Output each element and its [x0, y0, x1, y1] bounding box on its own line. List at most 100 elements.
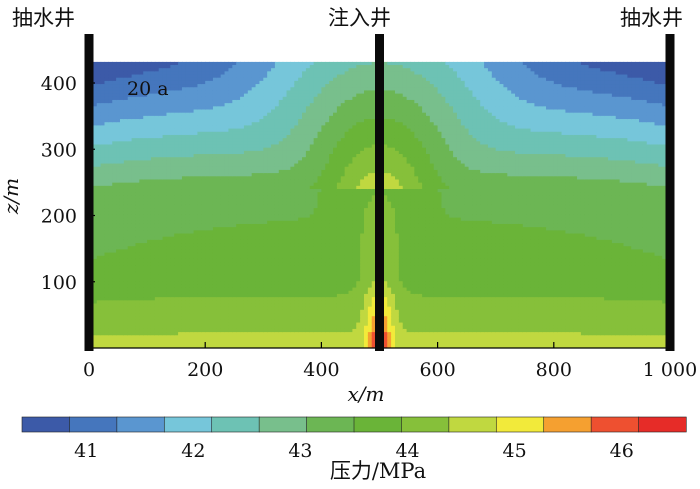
field-cell [154, 204, 160, 209]
field-cell [154, 179, 160, 184]
field-cell [116, 106, 121, 111]
field-cell [135, 208, 140, 212]
field-cell [162, 192, 168, 196]
field-cell [158, 313, 164, 317]
field-cell [205, 201, 210, 206]
field-cell [112, 64, 117, 69]
field-cell [205, 176, 210, 181]
field-cell [189, 255, 195, 260]
field-cell [209, 154, 214, 158]
field-cell [112, 284, 117, 289]
field-cell [119, 249, 125, 254]
field-cell [135, 109, 140, 114]
field-cell [189, 125, 195, 130]
field-cell [170, 341, 175, 346]
field-cell [127, 338, 133, 343]
field-cell [178, 119, 183, 123]
field-cell [220, 61, 226, 66]
field-cell [170, 306, 175, 311]
field-cell [154, 274, 160, 279]
field-cell [150, 243, 156, 247]
field-cell [158, 138, 164, 142]
field-cell [139, 271, 144, 276]
field-cell [205, 208, 210, 212]
field-cell [127, 157, 133, 161]
field-cell [135, 179, 140, 184]
field-cell [212, 163, 218, 168]
field-cell [205, 128, 210, 133]
field-cell [197, 262, 202, 266]
field-cell [201, 80, 206, 85]
field-cell [158, 134, 164, 139]
field-cell [216, 96, 222, 101]
field-cell [131, 112, 137, 117]
field-cell [205, 246, 210, 251]
field-cell [123, 157, 129, 161]
field-cell [158, 278, 164, 282]
field-cell [135, 147, 140, 152]
field-cell [143, 313, 148, 317]
field-cell [178, 201, 183, 206]
field-cell [197, 332, 202, 336]
field-cell [119, 204, 125, 209]
field-cell [96, 93, 102, 98]
field-cell [181, 268, 187, 273]
field-cell [108, 281, 113, 285]
field-cell [216, 166, 222, 171]
field-cell [212, 338, 218, 343]
field-cell [181, 243, 187, 247]
field-cell [104, 258, 109, 263]
field-cell [201, 61, 206, 66]
field-cell [201, 141, 206, 146]
field-cell [139, 74, 144, 79]
field-cell [119, 293, 125, 298]
field-cell [185, 322, 191, 327]
field-cell [116, 125, 121, 130]
field-cell [135, 157, 140, 161]
field-cell [189, 211, 195, 216]
field-cell [205, 80, 210, 85]
field-cell [181, 93, 187, 98]
field-cell [158, 223, 164, 228]
field-cell [212, 227, 218, 231]
field-cell [170, 138, 175, 142]
field-cell [96, 90, 102, 95]
field-cell [96, 338, 102, 343]
field-cell [174, 344, 179, 349]
field-cell [123, 303, 129, 308]
field-cell [104, 154, 109, 158]
field-cell [174, 309, 179, 314]
field-cell [139, 262, 144, 266]
field-cell [201, 335, 206, 340]
field-cell [96, 313, 102, 317]
field-cell [112, 160, 117, 165]
field-cell [174, 77, 179, 82]
field-cell [135, 68, 140, 72]
field-cell [220, 173, 226, 177]
field-cell [116, 341, 121, 346]
field-cell [147, 131, 152, 136]
field-cell [108, 208, 113, 212]
field-cell [139, 204, 144, 209]
field-cell [201, 204, 206, 209]
field-cell [162, 74, 168, 79]
field-cell [174, 274, 179, 279]
field-cell [170, 125, 175, 130]
field-cell [127, 182, 133, 187]
field-cell [143, 169, 148, 174]
field-cell [189, 166, 195, 171]
field-cell [220, 166, 226, 171]
field-cell [181, 204, 187, 209]
field-cell [181, 138, 187, 142]
field-cell [185, 335, 191, 340]
field-cell [189, 243, 195, 247]
field-cell [112, 217, 117, 222]
field-cell [96, 71, 102, 76]
field-cell [100, 284, 106, 289]
field-cell [212, 322, 218, 327]
field-cell [147, 106, 152, 111]
field-cell [220, 64, 226, 69]
field-cell [212, 309, 218, 314]
field-cell [181, 328, 187, 333]
field-cell [127, 195, 133, 200]
